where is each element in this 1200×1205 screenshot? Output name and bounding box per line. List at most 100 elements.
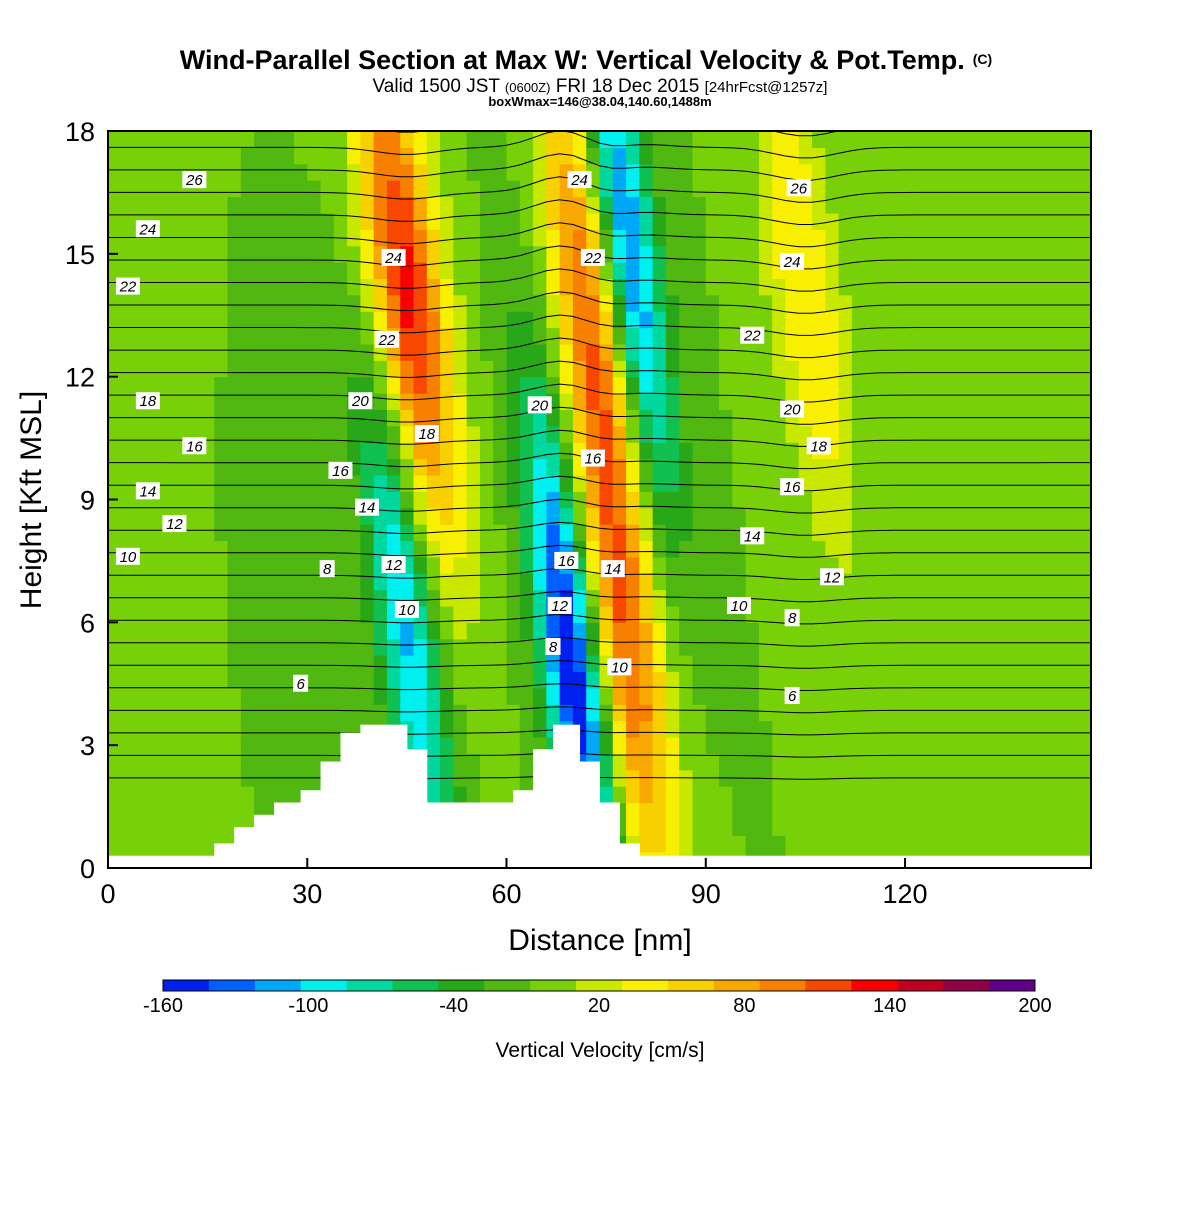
velocity-cell bbox=[134, 671, 149, 689]
velocity-cell bbox=[479, 622, 494, 640]
velocity-cell bbox=[679, 556, 694, 574]
velocity-cell bbox=[652, 507, 667, 525]
velocity-cell bbox=[891, 818, 906, 836]
velocity-cell bbox=[931, 818, 946, 836]
velocity-cell bbox=[386, 343, 401, 361]
velocity-cell bbox=[187, 196, 202, 214]
velocity-cell bbox=[812, 736, 826, 754]
velocity-cell bbox=[838, 622, 853, 640]
velocity-cell bbox=[333, 393, 348, 411]
velocity-cell bbox=[958, 704, 973, 722]
velocity-cell bbox=[825, 622, 840, 640]
velocity-cell bbox=[971, 687, 986, 705]
velocity-cell bbox=[147, 360, 162, 378]
colorbar-tick-label: 140 bbox=[873, 995, 906, 1017]
velocity-cell bbox=[200, 524, 215, 542]
velocity-cell bbox=[161, 425, 176, 443]
velocity-cell bbox=[599, 687, 614, 705]
velocity-cell bbox=[838, 818, 853, 836]
velocity-cell bbox=[440, 229, 454, 247]
velocity-cell bbox=[705, 474, 720, 492]
velocity-cell bbox=[400, 573, 415, 591]
velocity-cell bbox=[307, 687, 322, 705]
velocity-cell bbox=[665, 147, 680, 165]
velocity-cell bbox=[958, 327, 973, 345]
velocity-cell bbox=[108, 655, 122, 673]
velocity-cell bbox=[134, 736, 149, 754]
velocity-cell bbox=[1024, 736, 1039, 754]
velocity-cell bbox=[1024, 818, 1039, 836]
velocity-cell bbox=[320, 655, 335, 673]
velocity-cell bbox=[413, 458, 428, 476]
velocity-cell bbox=[493, 212, 508, 230]
velocity-cell bbox=[506, 147, 521, 165]
velocity-cell bbox=[758, 720, 773, 738]
velocity-cell bbox=[931, 196, 946, 214]
velocity-cell bbox=[865, 147, 880, 165]
theta-contour bbox=[108, 291, 1091, 314]
theta-label-text: 16 bbox=[585, 451, 602, 468]
velocity-cell bbox=[214, 474, 229, 492]
theta-label: 16 bbox=[580, 449, 605, 468]
velocity-cell bbox=[240, 736, 255, 754]
velocity-cell bbox=[506, 556, 521, 574]
velocity-cell bbox=[506, 540, 521, 558]
velocity-cell bbox=[426, 278, 441, 296]
velocity-cell bbox=[626, 458, 640, 476]
velocity-cell bbox=[1037, 311, 1052, 329]
velocity-cell bbox=[572, 360, 587, 378]
velocity-cell bbox=[998, 131, 1012, 148]
velocity-cell bbox=[586, 294, 601, 312]
velocity-cell bbox=[944, 638, 959, 656]
velocity-cell bbox=[519, 327, 534, 345]
velocity-cell bbox=[333, 573, 348, 591]
velocity-cell bbox=[493, 671, 508, 689]
velocity-cell bbox=[918, 376, 933, 394]
velocity-cell bbox=[745, 720, 760, 738]
velocity-cell bbox=[200, 622, 215, 640]
velocity-cell bbox=[785, 671, 800, 689]
velocity-cell bbox=[626, 786, 640, 804]
velocity-cell bbox=[812, 245, 826, 263]
velocity-cell bbox=[161, 671, 176, 689]
velocity-cell bbox=[1024, 622, 1039, 640]
velocity-cell bbox=[1024, 802, 1039, 820]
velocity-cell bbox=[400, 524, 415, 542]
velocity-cell bbox=[572, 376, 587, 394]
velocity-cell bbox=[851, 442, 866, 460]
velocity-cell bbox=[851, 212, 866, 230]
velocity-cell bbox=[479, 147, 494, 165]
velocity-cell bbox=[360, 540, 375, 558]
velocity-cell bbox=[200, 507, 215, 525]
velocity-cell bbox=[333, 622, 348, 640]
velocity-cell bbox=[426, 147, 441, 165]
velocity-cell bbox=[984, 294, 999, 312]
velocity-cell bbox=[1037, 835, 1052, 853]
velocity-cell bbox=[280, 720, 295, 738]
velocity-cell bbox=[1064, 131, 1079, 148]
velocity-cell bbox=[121, 736, 136, 754]
velocity-cell bbox=[958, 736, 973, 754]
velocity-cell bbox=[453, 442, 468, 460]
velocity-cell bbox=[665, 425, 680, 443]
velocity-cell bbox=[426, 655, 441, 673]
velocity-cell bbox=[905, 605, 919, 623]
velocity-cell bbox=[772, 573, 787, 591]
velocity-cell bbox=[639, 163, 654, 181]
velocity-cell bbox=[732, 278, 747, 296]
velocity-cell bbox=[240, 687, 255, 705]
velocity-cell bbox=[785, 294, 800, 312]
velocity-cell bbox=[612, 769, 627, 787]
velocity-cell bbox=[134, 147, 149, 165]
velocity-cell bbox=[958, 507, 973, 525]
velocity-cell bbox=[984, 442, 999, 460]
velocity-cell bbox=[1011, 671, 1026, 689]
velocity-cell bbox=[639, 835, 654, 853]
velocity-cell bbox=[652, 573, 667, 591]
velocity-cell bbox=[147, 622, 162, 640]
velocity-cell bbox=[692, 294, 707, 312]
velocity-cell bbox=[347, 524, 361, 542]
velocity-cell bbox=[612, 605, 627, 623]
velocity-cell bbox=[333, 474, 348, 492]
velocity-cell bbox=[931, 540, 946, 558]
